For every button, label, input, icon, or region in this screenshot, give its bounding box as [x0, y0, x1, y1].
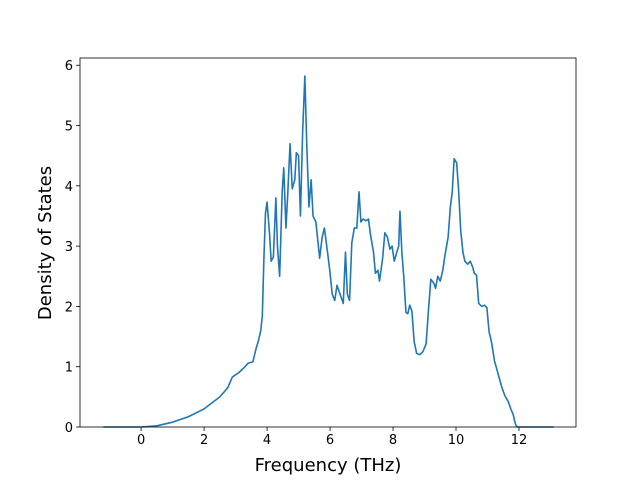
y-tick-label: 0 [65, 421, 73, 436]
y-tick-label: 5 [65, 120, 73, 135]
y-tick-label: 1 [65, 361, 73, 376]
y-tick-label: 6 [65, 59, 73, 74]
y-tick-label: 4 [65, 180, 73, 195]
y-tick-label: 2 [65, 300, 73, 315]
y-axis-label: Density of States [35, 166, 56, 320]
x-tick-label: 8 [389, 433, 397, 448]
x-tick-label: 2 [200, 433, 208, 448]
x-tick-label: 6 [326, 433, 334, 448]
x-axis-label: Frequency (THz) [255, 455, 402, 476]
y-tick-label: 3 [65, 240, 73, 255]
x-tick-label: 4 [263, 433, 271, 448]
x-tick-label: 0 [137, 433, 145, 448]
dos-line [103, 75, 554, 428]
x-tick-label: 12 [511, 433, 528, 448]
x-tick-label: 10 [448, 433, 465, 448]
plot-frame [79, 57, 577, 428]
